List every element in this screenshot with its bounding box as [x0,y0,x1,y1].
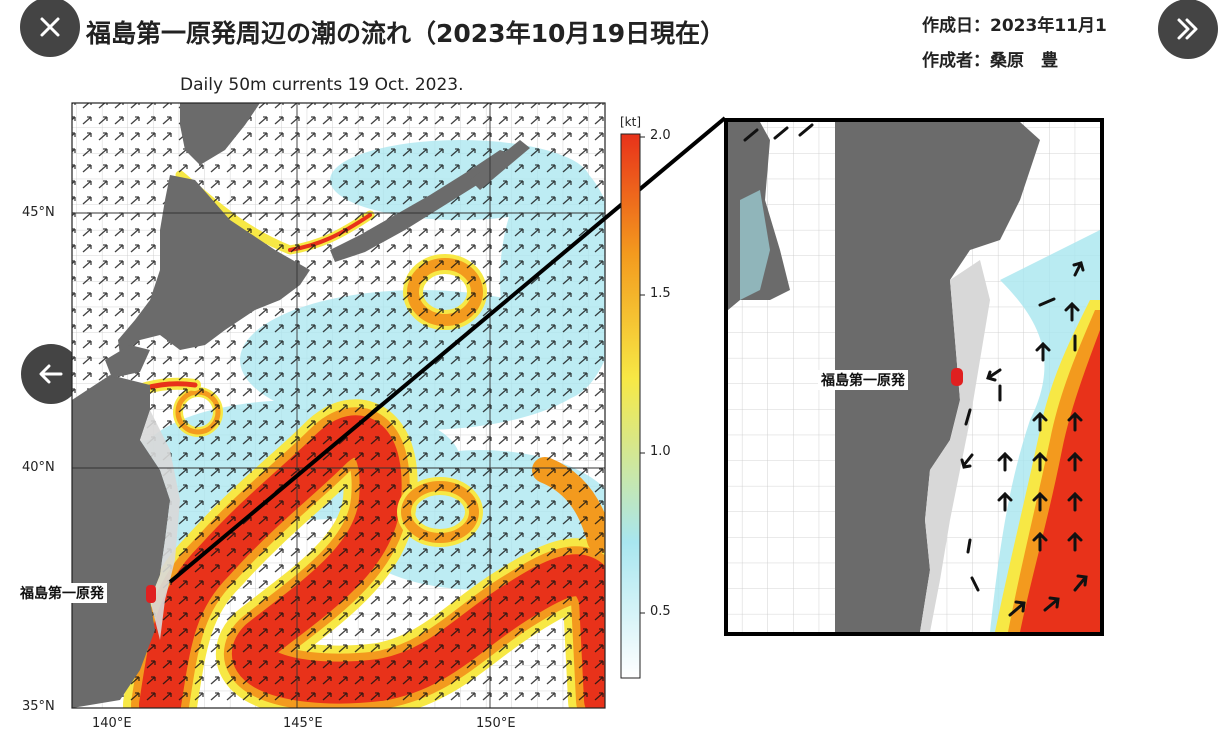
lat-label-45: 45°N [22,205,55,220]
close-icon [40,17,60,37]
colorbar [620,133,641,679]
lon-label-145: 145°E [283,716,323,731]
author-label: 作成者：桑原 豊 [922,51,1058,71]
map-area [72,103,605,708]
colorbar-tick-2-0: 2.0 [650,128,671,143]
page-title: 福島第一原発周辺の潮の流れ（2023年10月19日現在） [86,19,726,48]
land-masses [72,103,530,708]
arrow-left-icon [39,364,63,384]
colorbar-tick-1-5: 1.5 [650,286,671,301]
map-subtitle: Daily 50m currents 19 Oct. 2023. [180,75,464,95]
colorbar-tick-0-5: 0.5 [650,604,671,619]
colorbar-tick-1-0: 1.0 [650,444,671,459]
double-chevron-right-icon [1177,18,1198,40]
colorbar-unit: [kt] [620,115,642,129]
lat-label-35: 35°N [22,699,55,714]
inset-site-marker [951,368,963,386]
site-marker [146,585,156,603]
lon-label-140: 140°E [92,716,132,731]
created-date: 作成日：2023年11月1 [922,16,1107,36]
lon-label-150: 150°E [476,716,516,731]
inset-map [724,118,1104,636]
prev-button[interactable] [21,344,81,404]
site-label: 福島第一原発 [17,583,107,603]
next-button[interactable] [1158,0,1218,59]
inset-site-label: 福島第一原発 [818,370,908,390]
close-button[interactable] [20,0,80,57]
inset-velocity-arrows [743,123,1088,617]
lat-label-40: 40°N [22,460,55,475]
graticule [72,103,605,708]
